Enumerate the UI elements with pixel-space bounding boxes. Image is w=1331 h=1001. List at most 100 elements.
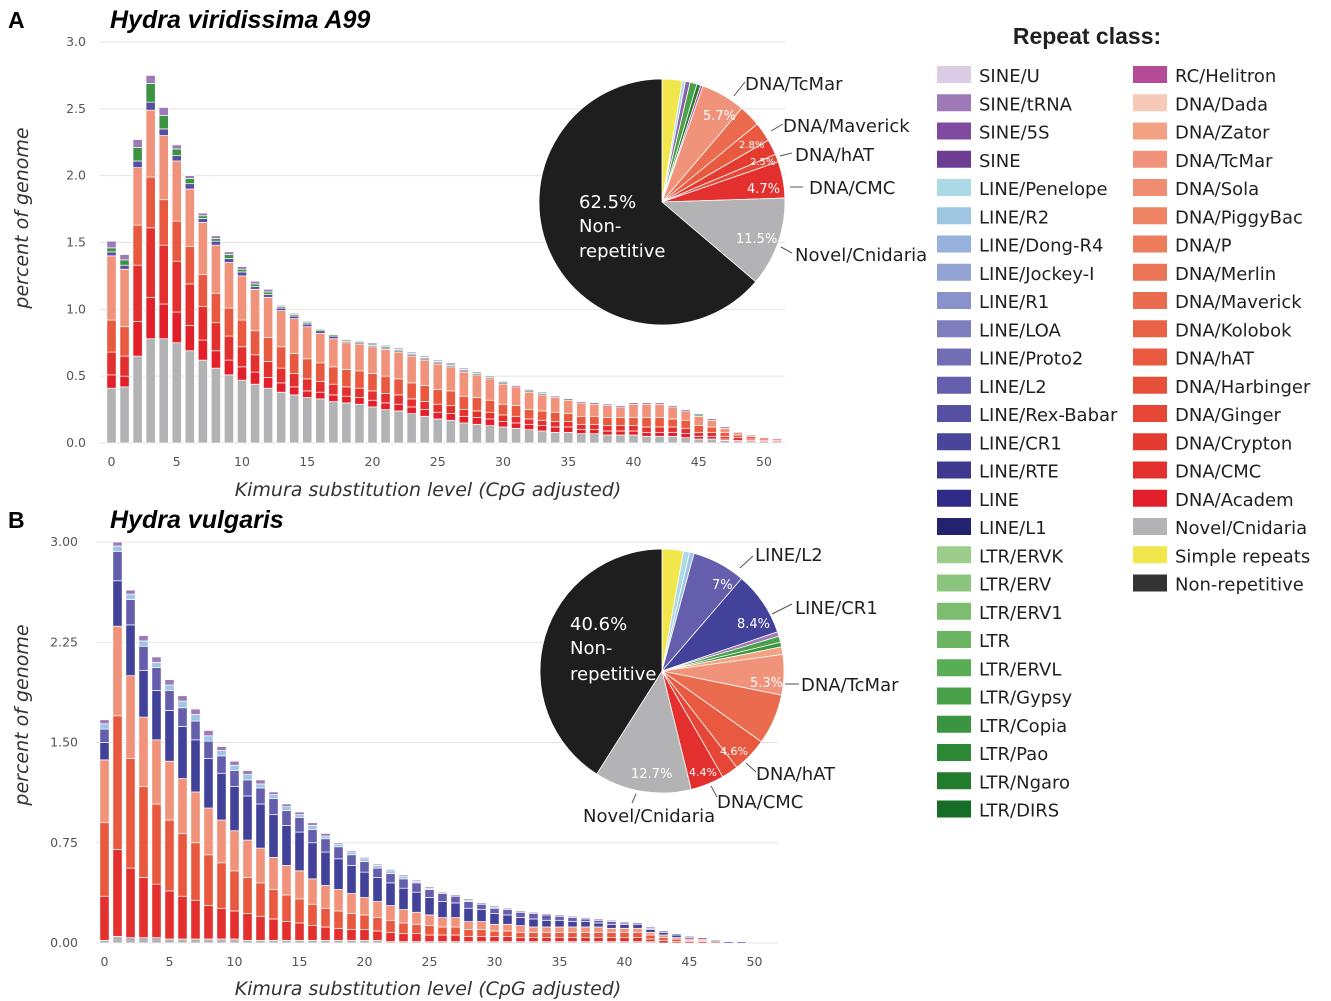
panel-a-bar xyxy=(367,342,378,444)
panel-b-bar-segment xyxy=(606,931,617,939)
panel-a-bar xyxy=(498,381,509,444)
panel-b-bar xyxy=(645,926,656,944)
panel-b-bar-segment xyxy=(606,919,617,922)
panel-a-bar-segment xyxy=(706,419,717,428)
panel-b-bar-segment xyxy=(125,758,136,869)
legend-item: LINE/Rex-Babar xyxy=(937,405,1118,426)
panel-b-bar-segment xyxy=(489,935,500,943)
panel-a-bar-segment xyxy=(511,415,522,424)
panel-a-bar xyxy=(119,254,130,444)
legend-swatch xyxy=(937,405,971,422)
legend-label: LTR/ERVK xyxy=(979,546,1064,567)
legend-swatch xyxy=(937,207,971,225)
panel-a-bar-segment xyxy=(589,429,600,434)
panel-a-bar-segment xyxy=(250,383,261,444)
panel-a-bar-segment xyxy=(380,375,391,394)
panel-a-bar-segment xyxy=(602,430,613,436)
panel-a-bar xyxy=(328,334,339,444)
pie-a-leader-hat xyxy=(779,152,793,157)
panel-a-bar-segment xyxy=(197,306,208,341)
panel-b-bar-segment xyxy=(164,710,175,762)
legend-item: LTR/Ngaro xyxy=(937,772,1070,793)
panel-a-bar-segment xyxy=(250,286,261,290)
panel-b-bar-segment xyxy=(502,914,513,925)
pie-b-leader-cmc xyxy=(710,785,718,798)
panel-a-bar-segment xyxy=(484,378,495,401)
panel-a-bar-segment xyxy=(458,395,469,410)
legend-label: SINE/U xyxy=(979,66,1040,87)
panel-a-bar-segment xyxy=(171,148,182,156)
pie-b-callout-novel: Novel/Cnidaria xyxy=(583,806,715,827)
panel-a-bar-segment xyxy=(458,415,469,424)
panel-a-bar-segment xyxy=(680,427,691,434)
panel-b-bar-segment xyxy=(567,921,578,928)
panel-a-bar-segment xyxy=(432,363,443,390)
panel-b-bar-segment xyxy=(346,851,357,856)
panel-b-bar-segment xyxy=(450,926,461,936)
legend-label: LINE/RTE xyxy=(979,462,1059,483)
legend-swatch xyxy=(937,94,971,112)
panel-b-bar-segment xyxy=(320,851,331,886)
panel-a-bar xyxy=(524,389,535,444)
panel-b-bar-segment xyxy=(463,929,474,937)
pie-b-callout-cr1: LINE/CR1 xyxy=(795,598,878,619)
panel-b-xtick-label: 40 xyxy=(617,954,633,969)
panel-b-bar-segment xyxy=(515,937,526,943)
panel-b-bar-segment xyxy=(229,870,240,912)
legend-label: LINE/R2 xyxy=(979,207,1049,228)
panel-b-bar-segment xyxy=(255,787,266,805)
panel-a-bar-segment xyxy=(524,423,535,430)
panel-a-bar-segment xyxy=(445,413,456,421)
panel-a-bar-segment xyxy=(406,413,417,444)
panel-a-bar-segment xyxy=(367,406,378,444)
panel-b-bar-segment xyxy=(177,726,188,779)
panel-a-bar xyxy=(484,375,495,444)
legend-label: LINE/R1 xyxy=(979,292,1049,313)
panel-b-bar-segment xyxy=(203,758,214,809)
legend-label: DNA/TcMar xyxy=(1175,151,1273,172)
panel-a-bar-segment xyxy=(328,335,339,340)
panel-a-bar-segment xyxy=(276,346,287,369)
panel-a-ytick-label: 1.0 xyxy=(66,301,86,316)
panel-b-bar xyxy=(385,869,396,944)
panel-a-bar-segment xyxy=(145,83,156,103)
legend-swatch xyxy=(937,122,971,140)
legend-label: LINE/LOA xyxy=(979,320,1061,341)
panel-b-bar-segment xyxy=(333,910,344,929)
panel-a-xtick-label: 50 xyxy=(756,454,772,469)
legend-item: LTR xyxy=(937,631,1010,652)
panel-a-xtick-label: 0 xyxy=(108,454,116,469)
panel-a-bar-segment xyxy=(289,318,300,354)
panel-a-bar-segment xyxy=(263,288,274,293)
panel-a-bar xyxy=(197,212,208,444)
panel-b-bar-segment xyxy=(450,934,461,943)
legend-swatch xyxy=(1133,320,1167,338)
panel-b-bar-segment xyxy=(411,891,422,913)
panel-a-xtick-label: 15 xyxy=(299,454,315,469)
legend-item: DNA/Merlin xyxy=(1133,263,1276,285)
legend-label: LINE/Dong-R4 xyxy=(979,236,1103,257)
legend-label: DNA/Zator xyxy=(1175,123,1270,144)
pie-b-center-line3: repetitive xyxy=(570,664,656,685)
legend-item: LINE/Jockey-I xyxy=(937,263,1094,285)
panel-a-bar xyxy=(276,304,287,444)
panel-b-bar-segment xyxy=(112,541,123,547)
panel-b-bar-segment xyxy=(463,901,474,909)
panel-b-bar-segment xyxy=(476,903,487,910)
panel-a-bar-segment xyxy=(158,128,169,136)
panel-b-bar-segment xyxy=(294,898,305,924)
panel-b-bar-segment xyxy=(489,907,500,914)
panel-b-bar-segment xyxy=(541,926,552,933)
panel-b-bar-segment xyxy=(307,829,318,844)
panel-a-xtick-label: 5 xyxy=(173,454,181,469)
panel-b-bar-segment xyxy=(619,937,630,943)
panel-b-bar-segment xyxy=(437,934,448,943)
legend-label: LINE/Jockey-I xyxy=(979,264,1094,285)
panel-b-bar-segment xyxy=(671,934,682,939)
panel-a-bar-segment xyxy=(367,373,378,392)
panel-b-bar-segment xyxy=(346,929,357,941)
panel-b-title: Hydra vulgaris xyxy=(110,506,284,534)
panel-b-bar-chart: 0.00 0.75 1.50 2.25 3.00 0 5 10 15 20 25 30 35 40 45 50 xyxy=(50,534,778,969)
panel-a-bar-segment xyxy=(106,387,117,444)
